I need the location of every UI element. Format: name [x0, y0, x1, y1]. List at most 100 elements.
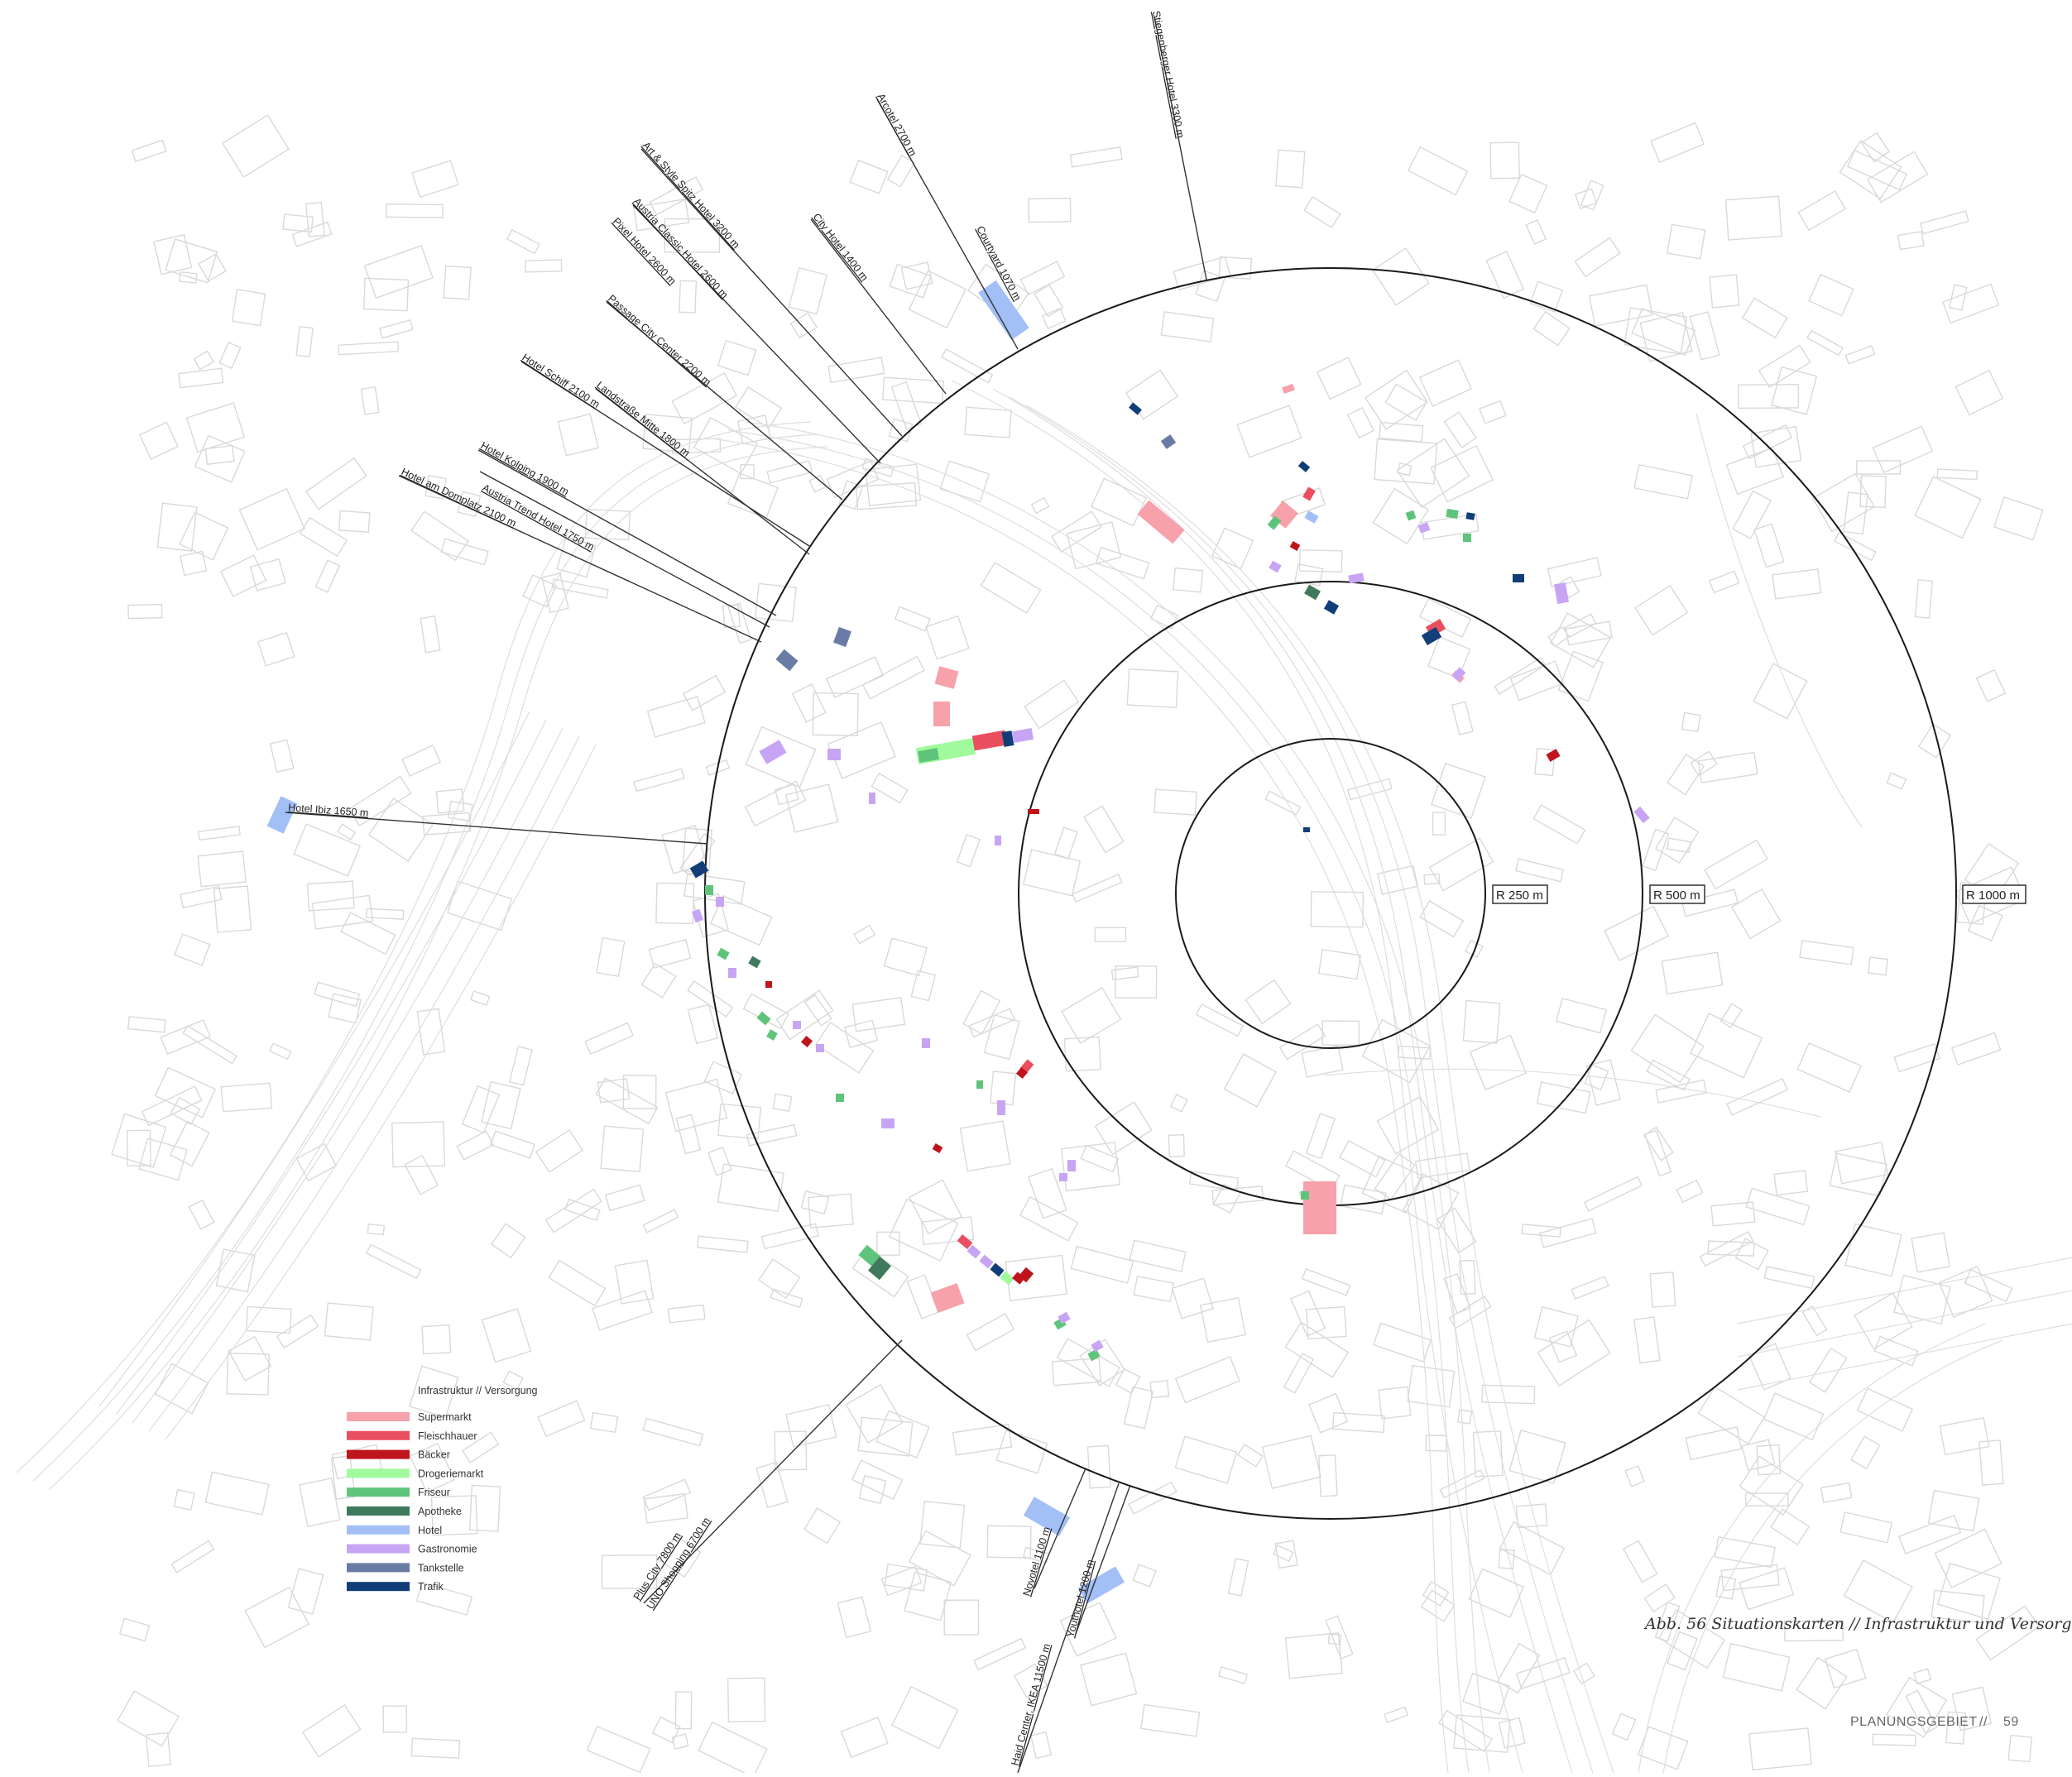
building-outline — [1643, 1126, 1674, 1162]
building-outline — [1195, 1003, 1245, 1037]
building-outline — [1763, 1392, 1825, 1441]
building-outline — [1423, 873, 1441, 885]
building-outline — [1110, 966, 1139, 981]
building-outline — [1340, 1184, 1387, 1214]
building-outline — [584, 1022, 634, 1056]
building-outline — [1725, 447, 1785, 496]
legend-swatch — [347, 1582, 410, 1592]
radius-rings — [704, 267, 1957, 1520]
legend-label: Trafik — [418, 1581, 444, 1593]
ring-label-text: R 250 m — [1496, 888, 1543, 903]
building-outline — [698, 1721, 768, 1777]
building-outline — [222, 114, 290, 179]
building-outline — [1808, 273, 1854, 317]
building-outline — [1872, 1733, 1916, 1746]
building-outline — [1557, 650, 1604, 702]
building-outline — [1283, 1353, 1314, 1394]
footer-section: PLANUNGSGEBIET — [1850, 1715, 1978, 1729]
building-outline — [1844, 345, 1876, 365]
ring-label-500: R 500 m — [1649, 884, 1705, 904]
building-outline — [908, 1530, 971, 1587]
building-outline — [1317, 949, 1361, 980]
building-outline — [170, 1096, 201, 1126]
building-outline — [1022, 849, 1082, 897]
building-outline — [1041, 307, 1067, 330]
building-outline — [986, 1525, 1032, 1559]
building-outline — [506, 228, 540, 255]
building-outline — [1839, 1511, 1893, 1544]
building-outline — [1464, 939, 1484, 959]
building-outline — [1173, 256, 1231, 291]
legend-swatch — [347, 1468, 410, 1478]
building-outline — [305, 457, 367, 510]
building-outline — [1339, 1139, 1386, 1178]
building-outline — [1630, 1013, 1705, 1084]
facility-marker — [881, 1118, 895, 1128]
facility-marker — [1000, 1271, 1014, 1286]
building-outline — [682, 674, 727, 711]
building-outline — [919, 1500, 966, 1549]
facility-marker — [836, 1094, 844, 1102]
building-outline — [1418, 359, 1473, 407]
building-outline — [508, 1046, 533, 1086]
building-outline — [1485, 251, 1525, 299]
building-outline — [884, 1563, 928, 1592]
facility-marker — [748, 956, 761, 969]
building-outline — [179, 271, 198, 284]
building-outline — [1571, 1276, 1609, 1300]
facility-marker — [1067, 1160, 1076, 1171]
facility-marker — [1513, 574, 1524, 582]
building-outline — [131, 139, 167, 163]
building-outline — [391, 1121, 446, 1168]
building-outline — [1436, 1207, 1477, 1254]
building-outline — [1316, 357, 1362, 400]
building-outline — [858, 1474, 887, 1505]
building-outline — [1298, 549, 1343, 572]
building-outline — [881, 376, 944, 405]
building-outline — [1195, 270, 1226, 303]
building-outline — [1515, 1656, 1571, 1690]
building-outline — [1443, 411, 1478, 448]
building-outline — [160, 1019, 211, 1055]
facility-label: Hotel Schiff 2100 m — [520, 352, 602, 410]
building-outline — [1532, 310, 1571, 347]
building-outline — [127, 1016, 166, 1033]
building-outline — [1859, 475, 1887, 508]
building-outline — [1301, 1267, 1351, 1296]
building-outline — [705, 759, 731, 776]
legend-swatch — [347, 1525, 410, 1535]
legend-label: Supermarkt — [418, 1411, 472, 1423]
building-outline — [1572, 1662, 1595, 1685]
building-outline — [646, 696, 706, 738]
facility-marker — [1554, 582, 1569, 605]
building-outline — [1748, 1727, 1812, 1771]
building-outline — [865, 463, 922, 507]
facility-marker — [1451, 667, 1466, 682]
building-outline — [1975, 668, 2007, 702]
leader-line — [1075, 1484, 1131, 1635]
building-outline — [238, 487, 306, 551]
building-outline — [1456, 1409, 1473, 1425]
building-outline — [1643, 1583, 1676, 1613]
building-outline — [1028, 197, 1072, 223]
building-outline — [293, 823, 362, 877]
building-outline — [1808, 1347, 1848, 1393]
leader-line — [479, 471, 770, 628]
building-outline — [1172, 567, 1204, 593]
building-outline — [218, 341, 242, 370]
building-outline — [727, 1677, 766, 1723]
leader-line — [477, 449, 777, 616]
building-outline — [888, 418, 914, 443]
facility-marker — [765, 981, 772, 988]
building-outline — [420, 615, 441, 654]
building-outline — [1993, 496, 2044, 541]
facility-marker — [756, 1011, 771, 1026]
building-outline — [1886, 1676, 1948, 1738]
building-outline — [111, 1113, 167, 1169]
building-outline — [840, 1716, 889, 1759]
facility-marker — [1303, 827, 1310, 832]
building-outline — [1030, 1731, 1053, 1760]
building-outline — [295, 325, 314, 357]
building-outline — [1854, 1292, 1913, 1350]
building-outline — [502, 1370, 524, 1391]
